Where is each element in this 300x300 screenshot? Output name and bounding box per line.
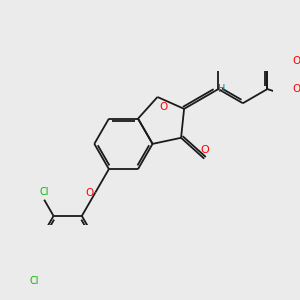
Text: O: O	[160, 102, 168, 112]
Text: H: H	[218, 84, 225, 94]
Text: O: O	[292, 56, 300, 66]
Text: O: O	[292, 84, 300, 94]
Text: Cl: Cl	[39, 187, 49, 197]
Text: O: O	[85, 188, 93, 197]
Text: O: O	[200, 146, 208, 155]
Text: Cl: Cl	[30, 276, 39, 286]
